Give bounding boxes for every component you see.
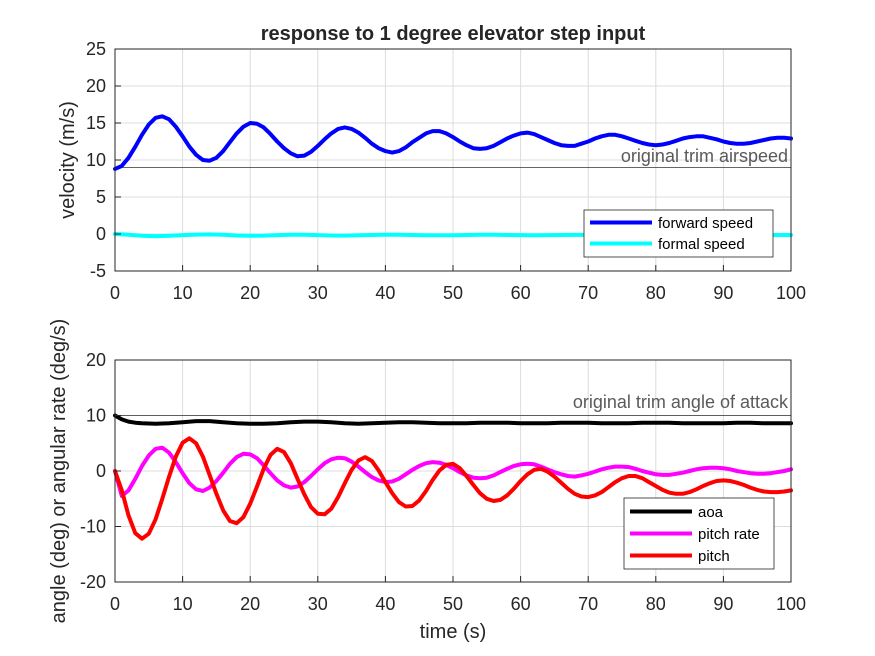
bottom-xtick-label-80: 80 [646, 594, 666, 614]
bottom-ytick-label--20: -20 [80, 572, 106, 592]
bottom-legend: aoa pitch rate pitch [623, 497, 775, 570]
bottom-xtick-label-70: 70 [578, 594, 598, 614]
top-ytick-label-15: 15 [86, 113, 106, 133]
chart-title: response to 1 degree elevator step input [261, 23, 646, 45]
series-line-pitch [113, 436, 793, 541]
bottom-ytick-label-0: 0 [96, 461, 106, 481]
bottom-xlabel: time (s) [420, 621, 487, 643]
top-ytick-label-25: 25 [86, 39, 106, 59]
top-xtick-label-30: 30 [308, 283, 328, 303]
bottom-ytick-label--10: -10 [80, 517, 106, 537]
legend-label-forward-speed: forward speed [658, 215, 753, 232]
top-ytick-label-10: 10 [86, 150, 106, 170]
bottom-xtick-label-90: 90 [713, 594, 733, 614]
axes-bottom: original trim angle of attack 0 10 20 30 40 5… [48, 319, 806, 643]
top-ytick-label-20: 20 [86, 76, 106, 96]
top-xtick-label-100: 100 [776, 283, 806, 303]
series-line-pitch-rate [113, 445, 793, 498]
top-xtick-label-90: 90 [713, 283, 733, 303]
bottom-xtick-label-40: 40 [375, 594, 395, 614]
bottom-series-group [113, 413, 793, 541]
bottom-ylabel: angle (deg) or angular rate (deg/s) [48, 319, 70, 624]
bottom-xtick-label-50: 50 [443, 594, 463, 614]
bottom-xtick-label-30: 30 [308, 594, 328, 614]
top-xtick-label-20: 20 [240, 283, 260, 303]
series-line-forward-speed [113, 114, 793, 171]
top-xtick-label-80: 80 [646, 283, 666, 303]
legend-label-pitch: pitch [698, 548, 730, 565]
top-legend: forward speed formal speed [583, 209, 774, 258]
top-xtick-label-0: 0 [110, 283, 120, 303]
bottom-ytick-label-20: 20 [86, 350, 106, 370]
top-legend-box [583, 209, 774, 258]
bottom-xtick-label-10: 10 [173, 594, 193, 614]
axes-top: original trim airspeed 0 10 20 30 40 50 60 70 80… [57, 39, 806, 303]
bottom-reference-annotation: original trim angle of attack [573, 392, 789, 412]
bottom-ticks-group: 0 10 20 30 40 50 60 70 80 90 100 -20 -10 0 10 20 [80, 350, 806, 614]
legend-label-formal-speed: formal speed [658, 236, 745, 253]
bottom-ytick-label-10: 10 [86, 406, 106, 426]
legend-label-pitch-rate: pitch rate [698, 526, 760, 543]
bottom-xtick-label-0: 0 [110, 594, 120, 614]
top-ylabel: velocity (m/s) [57, 101, 79, 219]
bottom-refline-group: original trim angle of attack [115, 392, 791, 416]
bottom-xtick-label-100: 100 [776, 594, 806, 614]
legend-label-aoa: aoa [698, 504, 724, 521]
top-refline-group: original trim airspeed [115, 146, 791, 168]
bottom-xtick-label-20: 20 [240, 594, 260, 614]
bottom-xtick-label-60: 60 [511, 594, 531, 614]
series-line-aoa [113, 413, 793, 426]
top-ytick-label-0: 0 [96, 224, 106, 244]
top-xtick-label-50: 50 [443, 283, 463, 303]
top-xtick-label-70: 70 [578, 283, 598, 303]
top-ytick-label--5: -5 [90, 261, 106, 281]
top-xtick-label-40: 40 [375, 283, 395, 303]
top-xtick-label-60: 60 [511, 283, 531, 303]
top-reference-annotation: original trim airspeed [621, 146, 788, 166]
top-xtick-label-10: 10 [173, 283, 193, 303]
top-ytick-label-5: 5 [96, 187, 106, 207]
